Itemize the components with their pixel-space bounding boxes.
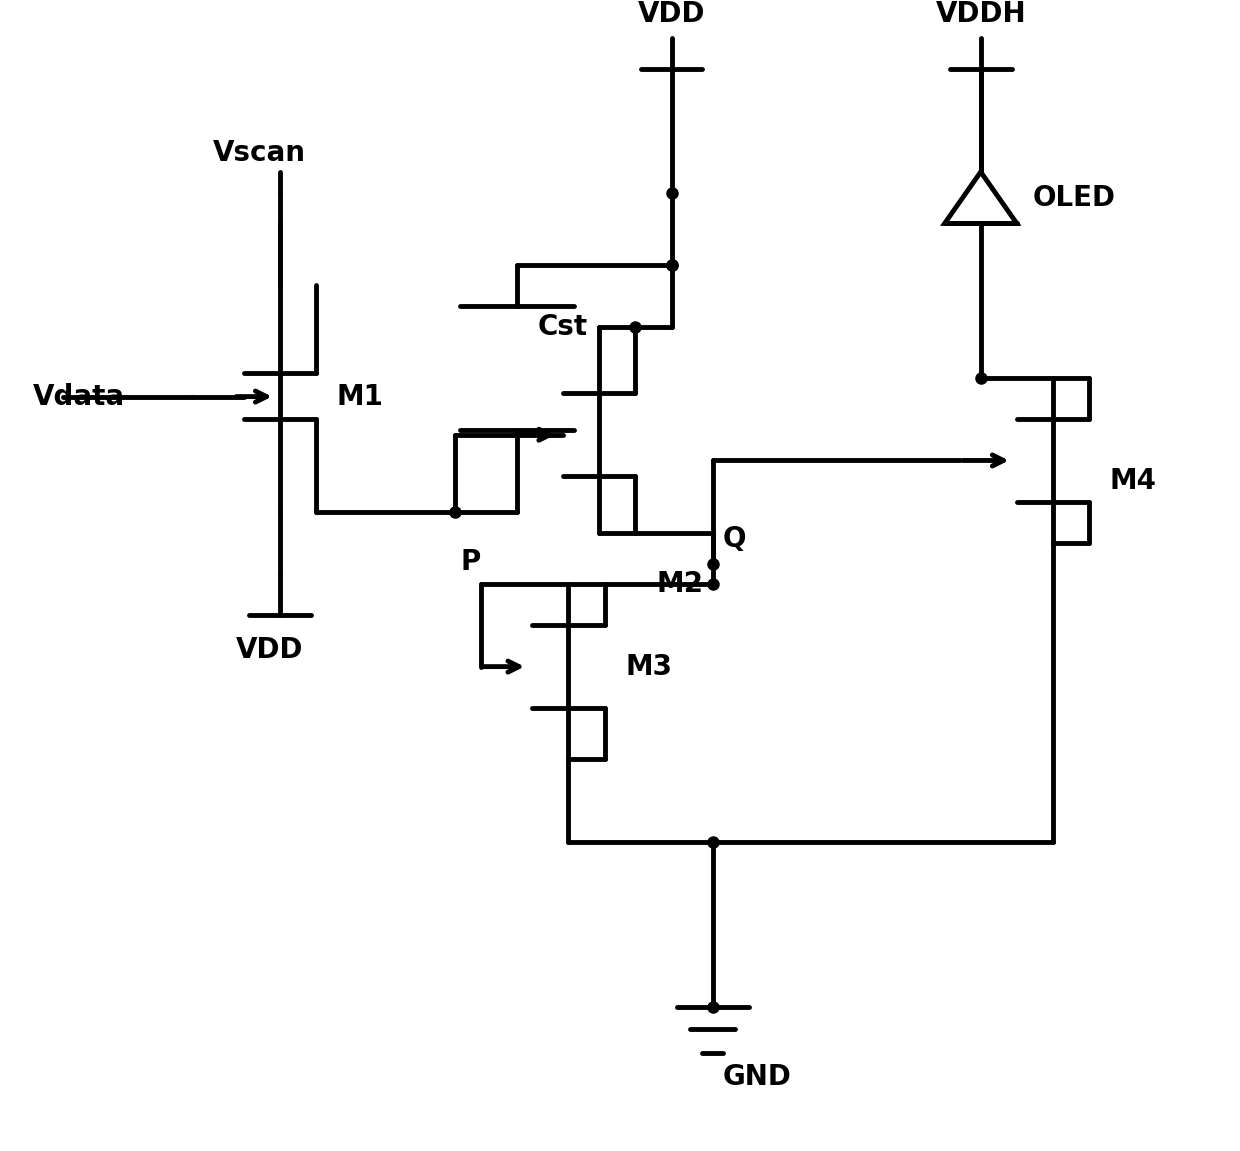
Text: Cst: Cst xyxy=(538,313,588,341)
Text: VDD: VDD xyxy=(236,635,304,664)
Text: GND: GND xyxy=(723,1064,792,1091)
Text: M1: M1 xyxy=(336,382,383,411)
Text: OLED: OLED xyxy=(1032,184,1115,212)
Text: Vscan: Vscan xyxy=(213,139,306,167)
Text: M4: M4 xyxy=(1110,467,1157,495)
Text: M2: M2 xyxy=(656,570,703,599)
Text: VDDH: VDDH xyxy=(935,0,1025,28)
Text: Q: Q xyxy=(723,525,746,554)
Text: Vdata: Vdata xyxy=(32,382,125,411)
Text: M3: M3 xyxy=(625,653,672,680)
Text: VDD: VDD xyxy=(637,0,706,28)
Text: P: P xyxy=(460,548,481,577)
